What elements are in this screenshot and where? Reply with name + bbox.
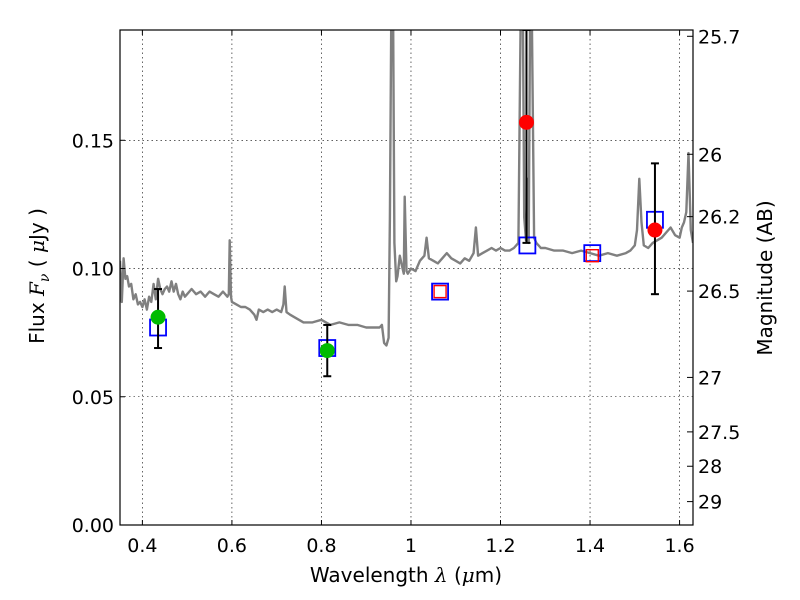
photometry-point — [518, 114, 534, 130]
y-tick-label: 0.15 — [72, 130, 114, 152]
right-axis-label: Magnitude (AB) — [753, 200, 777, 355]
right-tick-label: 27 — [698, 367, 722, 389]
right-tick-label: 29 — [698, 492, 722, 514]
right-tick-label: 25.7 — [698, 26, 740, 48]
x-tick-label: 1.4 — [575, 535, 605, 557]
detection-point — [319, 343, 335, 359]
plot-frame — [119, 29, 694, 526]
right-tick-label: 28 — [698, 456, 722, 478]
right-tick-label: 27.5 — [698, 422, 740, 444]
x-tick-label: 1 — [405, 535, 417, 557]
x-tick-label: 1.6 — [664, 535, 694, 557]
detection-point — [150, 309, 166, 325]
model-band-square — [431, 282, 449, 301]
right-tick-label: 26.5 — [698, 281, 740, 303]
x-tick-label: 0.6 — [217, 535, 247, 557]
photometry-point — [647, 222, 663, 238]
right-tick-label: 26 — [698, 144, 722, 166]
right-tick-label: 26.2 — [698, 207, 740, 229]
y-tick-label: 0.10 — [72, 259, 114, 281]
y-tick-label: 0.00 — [72, 515, 114, 537]
grid — [120, 30, 693, 526]
y-axis-label: Flux Fν ( μJy ) — [25, 208, 53, 344]
spectrum-line — [120, 30, 693, 347]
upper-limit-square — [585, 248, 599, 263]
axes-ticks: 0.4 0.6 0.8 1 1.2 1.4 1.6 0.00 0.05 0.10 0.15 25.7 2… — [72, 26, 741, 557]
plot-area — [120, 30, 693, 378]
upper-limit-square — [433, 284, 447, 299]
x-tick-label: 0.4 — [127, 535, 157, 557]
x-tick-label: 1.2 — [485, 535, 515, 557]
x-axis-label: Wavelength λ (μm) — [310, 563, 502, 587]
y-tick-label: 0.05 — [72, 387, 114, 409]
x-tick-label: 0.8 — [306, 535, 336, 557]
